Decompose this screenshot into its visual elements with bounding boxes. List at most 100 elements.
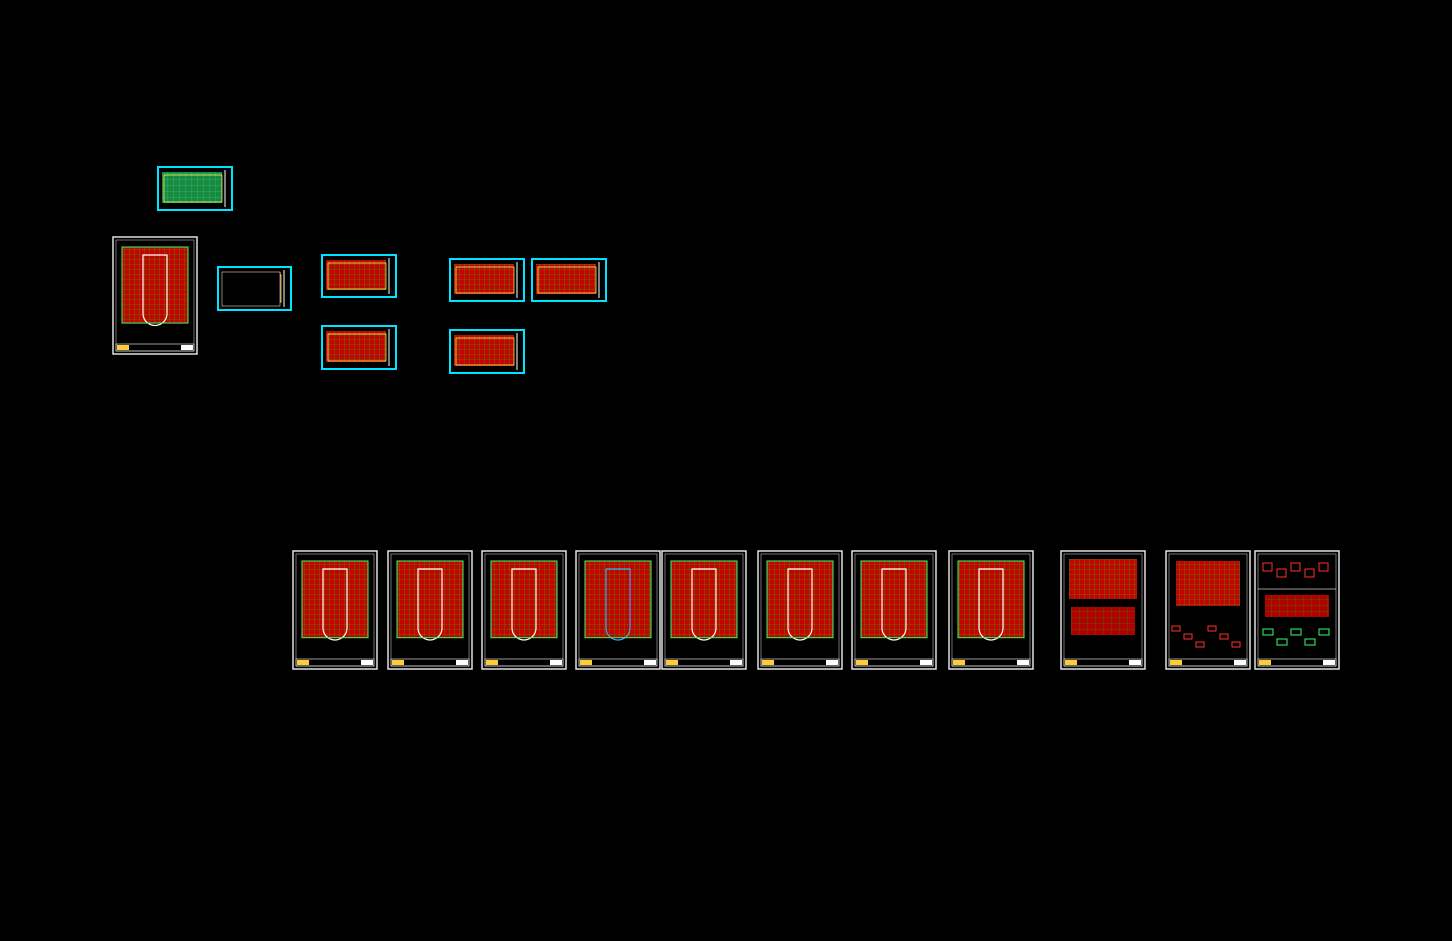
- title-block: [1063, 658, 1143, 667]
- title-stamp: [550, 660, 562, 665]
- plan-core: [511, 568, 537, 641]
- title-block: [664, 658, 744, 667]
- plan-outline: [670, 560, 738, 639]
- title-block: [951, 658, 1031, 667]
- title-stamp: [1234, 660, 1246, 665]
- plan-core: [881, 568, 907, 641]
- plan-area: [302, 561, 368, 638]
- title-block: [390, 658, 470, 667]
- detail-mark: [1304, 638, 1316, 646]
- plan-core: [142, 254, 168, 327]
- plan-outline: [455, 337, 515, 366]
- detail-mark: [1207, 625, 1217, 632]
- plan-area: [1071, 607, 1135, 635]
- title-block: [295, 658, 375, 667]
- detail-mark: [1262, 562, 1273, 572]
- title-block: [578, 658, 658, 667]
- detail-mark: [1276, 638, 1288, 646]
- title-stamp: [644, 660, 656, 665]
- title-stamp: [392, 660, 404, 665]
- plan-area: [861, 561, 927, 638]
- plan-outline: [327, 333, 387, 362]
- plan-core: [322, 568, 348, 641]
- detail-mark: [1231, 641, 1241, 648]
- title-stamp: [456, 660, 468, 665]
- plan-outline: [396, 560, 464, 639]
- plan-outline: [301, 560, 369, 639]
- plan-area: [454, 335, 514, 366]
- drawing-sheet: [449, 258, 525, 302]
- plan-outline: [455, 266, 515, 294]
- plan-outline: [327, 262, 387, 290]
- title-stamp: [762, 660, 774, 665]
- title-block: [760, 658, 840, 667]
- plan-outline: [537, 266, 597, 294]
- title-stamp: [1259, 660, 1271, 665]
- detail-area: [221, 271, 281, 307]
- drawing-sheet: [948, 550, 1034, 670]
- title-block: [484, 658, 564, 667]
- detail-mark: [1318, 562, 1329, 572]
- drawing-sheet: [531, 258, 607, 302]
- drawing-sheet: [157, 166, 233, 211]
- title-stamp: [856, 660, 868, 665]
- plan-area: [454, 264, 514, 294]
- drawing-sheet: [661, 550, 747, 670]
- title-block: [115, 343, 195, 352]
- detail-mark: [1276, 568, 1287, 578]
- plan-area: [397, 561, 463, 638]
- drawing-sheet: [575, 550, 661, 670]
- plan-area: [162, 172, 222, 203]
- plan-area: [536, 264, 596, 294]
- plan-outline: [490, 560, 558, 639]
- detail-mark: [1195, 641, 1205, 648]
- drawing-sheet: [292, 550, 378, 670]
- plan-core: [605, 568, 631, 641]
- title-stamp: [580, 660, 592, 665]
- detail-mark: [1219, 633, 1229, 640]
- title-stamp: [730, 660, 742, 665]
- drawing-sheet: [1254, 550, 1340, 670]
- plan-area: [1176, 561, 1240, 606]
- drawing-sheet: [757, 550, 843, 670]
- drawing-sheet: [851, 550, 937, 670]
- detail-mark: [1304, 568, 1315, 578]
- plan-area: [1069, 559, 1137, 599]
- title-stamp: [181, 345, 193, 350]
- detail-mark: [1290, 628, 1302, 636]
- plan-outline: [121, 246, 189, 324]
- title-stamp: [486, 660, 498, 665]
- drawing-sheet: [449, 329, 525, 374]
- plan-area: [767, 561, 833, 638]
- title-stamp: [920, 660, 932, 665]
- drawing-sheet: [112, 236, 198, 355]
- plan-area: [958, 561, 1024, 638]
- plan-outline: [860, 560, 928, 639]
- plan-area: [326, 260, 386, 290]
- title-stamp: [1323, 660, 1335, 665]
- plan-area: [122, 247, 188, 324]
- detail-mark: [1171, 625, 1181, 632]
- drawing-sheet: [1060, 550, 1146, 670]
- detail-mark: [1183, 633, 1193, 640]
- plan-area: [1265, 595, 1329, 617]
- plan-area: [491, 561, 557, 638]
- title-stamp: [953, 660, 965, 665]
- title-stamp: [297, 660, 309, 665]
- plan-area: [585, 561, 651, 638]
- drawing-sheet: [387, 550, 473, 670]
- drawing-sheet: [1165, 550, 1251, 670]
- plan-outline: [584, 560, 652, 639]
- plan-outline: [163, 174, 223, 203]
- plan-area: [671, 561, 737, 638]
- drawing-sheet: [321, 254, 397, 298]
- title-block: [854, 658, 934, 667]
- title-stamp: [666, 660, 678, 665]
- detail-mark: [1318, 628, 1330, 636]
- title-stamp: [117, 345, 129, 350]
- title-stamp: [1017, 660, 1029, 665]
- plan-outline: [766, 560, 834, 639]
